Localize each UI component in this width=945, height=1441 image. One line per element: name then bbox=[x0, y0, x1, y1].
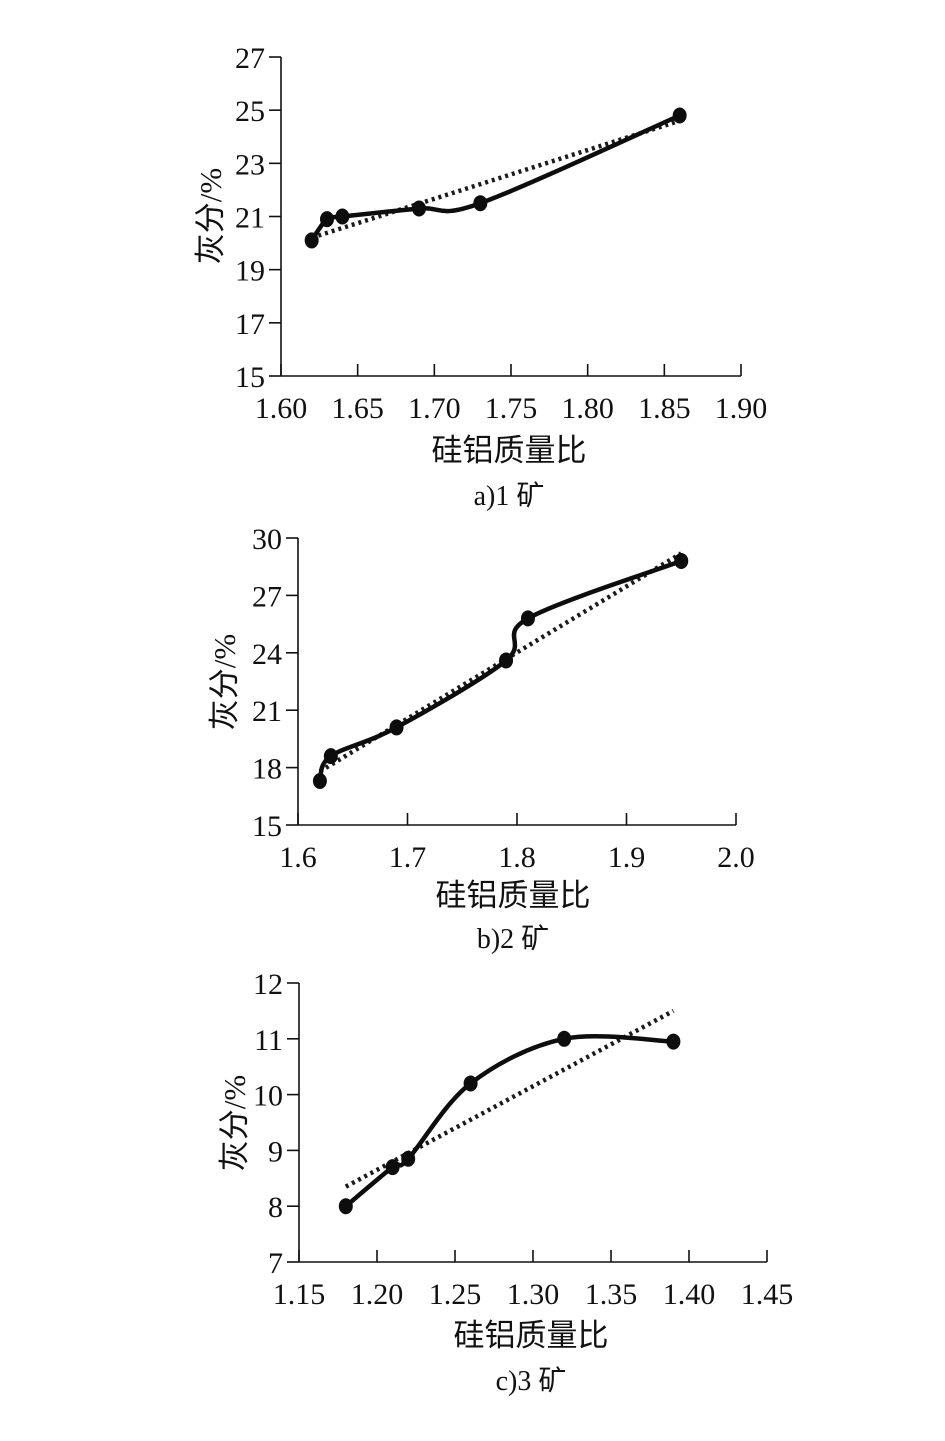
x-tick-label-c: 1.40 bbox=[663, 1278, 716, 1311]
y-tick-label-c: 7 bbox=[268, 1247, 283, 1280]
series-line-b bbox=[317, 558, 684, 784]
y-axis-title-b: 灰分/% bbox=[207, 634, 242, 730]
x-axis-title-a: 硅铝质量比 bbox=[432, 433, 587, 468]
plot-area-a: 15 17 19 21 23 25 27 1.60 1.65 1.70 1.75 1.80 1.85 1.… bbox=[235, 42, 767, 425]
y-tick-label-a: 23 bbox=[235, 148, 265, 181]
chart-panel-a: 15 17 19 21 23 25 27 1.60 1.65 1.70 1.75 1.80 1.85 1.… bbox=[193, 42, 767, 512]
x-tick-label-c: 1.20 bbox=[351, 1278, 404, 1311]
x-tick-label-c: 1.15 bbox=[273, 1278, 326, 1311]
plot-area-b: 15 18 21 24 27 30 1.6 1.7 1.8 1.9 2.0 bbox=[252, 523, 755, 874]
series-line-c bbox=[343, 1033, 676, 1209]
data-point-b bbox=[389, 719, 404, 736]
x-tick-label-b: 1.8 bbox=[498, 841, 536, 874]
trend-line-c bbox=[344, 1008, 675, 1189]
data-point-c bbox=[463, 1075, 478, 1092]
x-tick-label-b: 1.6 bbox=[279, 841, 317, 874]
y-tick-label-c: 9 bbox=[268, 1135, 283, 1168]
y-tick-label-c: 8 bbox=[268, 1191, 283, 1224]
data-point-c bbox=[338, 1198, 353, 1215]
data-point-c bbox=[385, 1159, 400, 1176]
x-axis-title-b: 硅铝质量比 bbox=[436, 878, 591, 913]
y-tick-label-b: 27 bbox=[252, 580, 282, 613]
y-tick-label-a: 21 bbox=[235, 202, 265, 235]
x-tick-label-a: 1.80 bbox=[561, 392, 614, 425]
x-tick-label-a: 1.70 bbox=[408, 392, 461, 425]
x-tick-label-b: 2.0 bbox=[717, 841, 755, 874]
data-point-a bbox=[304, 232, 319, 249]
data-point-c bbox=[557, 1030, 572, 1047]
chart-panel-b: 15 18 21 24 27 30 1.6 1.7 1.8 1.9 2.0 硅铝质量比 灰分/% b… bbox=[207, 523, 755, 955]
plot-area-c: 7 8 9 10 11 12 1.15 1.20 1.25 1.30 1.35 1.40 1.45 bbox=[253, 968, 793, 1311]
data-point-a bbox=[672, 107, 687, 124]
data-point-b bbox=[674, 552, 689, 569]
data-point-c bbox=[401, 1150, 416, 1167]
x-tick-label-a: 1.85 bbox=[638, 392, 691, 425]
y-tick-label-b: 24 bbox=[252, 638, 282, 671]
y-tick-label-c: 12 bbox=[253, 968, 283, 1001]
data-point-b bbox=[499, 652, 514, 669]
y-tick-label-b: 18 bbox=[252, 753, 282, 786]
caption-b: b)2 矿 bbox=[477, 923, 549, 955]
x-tick-label-a: 1.90 bbox=[715, 392, 768, 425]
y-tick-label-a: 19 bbox=[235, 255, 265, 288]
trend-line-a bbox=[310, 118, 681, 240]
caption-c: c)3 矿 bbox=[496, 1365, 567, 1397]
y-tick-label-c: 11 bbox=[254, 1024, 283, 1057]
x-tick-label-b: 1.7 bbox=[389, 841, 427, 874]
y-tick-label-b: 30 bbox=[252, 523, 282, 556]
y-axis-title-c: 灰分/% bbox=[217, 1075, 252, 1171]
data-point-a bbox=[335, 208, 350, 225]
caption-a: a)1 矿 bbox=[474, 480, 545, 512]
x-tick-label-a: 1.60 bbox=[255, 392, 308, 425]
x-axis-title-c: 硅铝质量比 bbox=[454, 1318, 609, 1353]
data-point-a bbox=[473, 195, 488, 212]
y-tick-label-a: 27 bbox=[235, 42, 265, 75]
data-point-b bbox=[312, 772, 327, 789]
x-tick-label-a: 1.65 bbox=[331, 392, 384, 425]
x-tick-label-c: 1.25 bbox=[429, 1278, 482, 1311]
data-point-c bbox=[666, 1033, 681, 1050]
y-tick-label-a: 25 bbox=[235, 95, 265, 128]
y-tick-label-c: 10 bbox=[253, 1080, 283, 1113]
y-tick-label-a: 17 bbox=[235, 308, 265, 341]
y-tick-label-b: 21 bbox=[252, 695, 282, 728]
x-tick-label-b: 1.9 bbox=[608, 841, 646, 874]
y-tick-label-b: 15 bbox=[252, 810, 282, 843]
y-axis-title-a: 灰分/% bbox=[193, 168, 228, 264]
data-point-b bbox=[520, 610, 535, 627]
data-point-a bbox=[412, 200, 426, 217]
data-point-b bbox=[323, 748, 338, 765]
x-tick-label-c: 1.35 bbox=[585, 1278, 638, 1311]
y-tick-label-a: 15 bbox=[235, 361, 265, 394]
data-point-a bbox=[320, 211, 334, 228]
x-tick-label-c: 1.30 bbox=[507, 1278, 560, 1311]
x-tick-label-a: 1.75 bbox=[485, 392, 538, 425]
chart-panel-c: 7 8 9 10 11 12 1.15 1.20 1.25 1.30 1.35 1.40 1.45 硅铝… bbox=[217, 968, 793, 1397]
x-tick-label-c: 1.45 bbox=[741, 1278, 794, 1311]
